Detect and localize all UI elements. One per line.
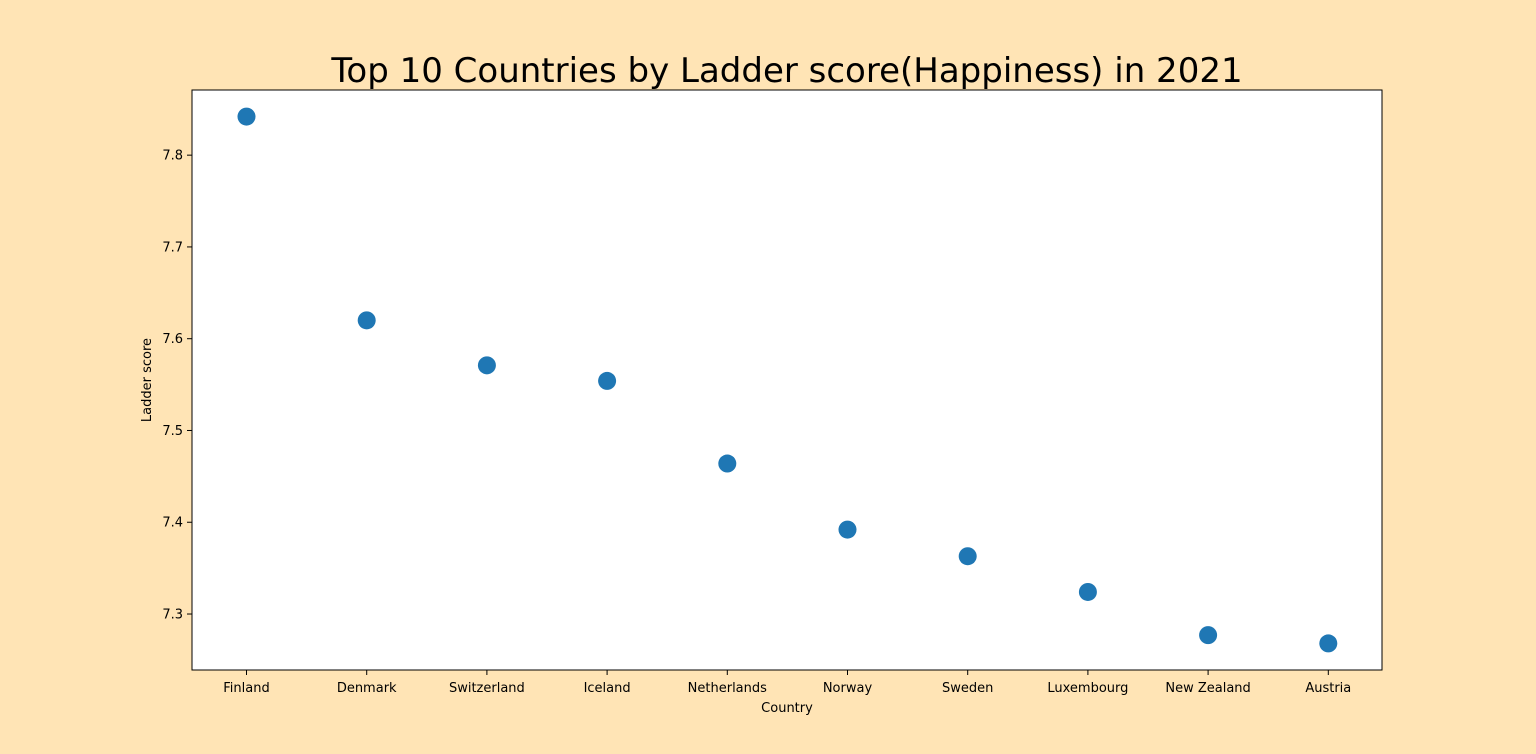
y-tick-label: 7.6 [162, 332, 183, 347]
data-point [718, 454, 737, 473]
plot-area [191, 89, 1383, 671]
chart-title: Top 10 Countries by Ladder score(Happine… [330, 51, 1242, 91]
data-point [1078, 582, 1097, 601]
data-point [477, 356, 496, 375]
x-tick-label: Sweden [942, 681, 993, 696]
x-axis: Finland Denmark Switzerland Iceland Netherla… [223, 670, 1351, 696]
x-tick-label: Denmark [337, 681, 397, 696]
y-axis: 7.3 7.4 7.5 7.6 7.7 7.8 [162, 149, 192, 623]
x-axis-label: Country [761, 701, 813, 716]
x-tick-label: Austria [1305, 681, 1351, 696]
y-tick-label: 7.3 [162, 608, 183, 623]
x-tick-label: Iceland [584, 681, 631, 696]
y-tick-label: 7.4 [162, 516, 183, 531]
data-point [838, 520, 857, 539]
x-tick-label: Norway [823, 681, 873, 696]
data-point [1199, 626, 1218, 645]
data-point [1319, 634, 1338, 653]
x-tick-label: Finland [223, 681, 269, 696]
data-point [598, 371, 617, 390]
y-axis-label: Ladder score [140, 338, 155, 422]
y-tick-label: 7.5 [162, 424, 183, 439]
x-tick-label: Switzerland [449, 681, 525, 696]
data-points [237, 107, 1338, 653]
data-point [357, 311, 376, 330]
x-tick-label: Netherlands [688, 681, 767, 696]
y-tick-label: 7.8 [162, 149, 183, 164]
x-tick-label: Luxembourg [1047, 681, 1128, 696]
data-point [237, 107, 256, 126]
data-point [958, 547, 977, 566]
y-tick-label: 7.7 [162, 240, 183, 255]
x-tick-label: New Zealand [1165, 681, 1250, 696]
